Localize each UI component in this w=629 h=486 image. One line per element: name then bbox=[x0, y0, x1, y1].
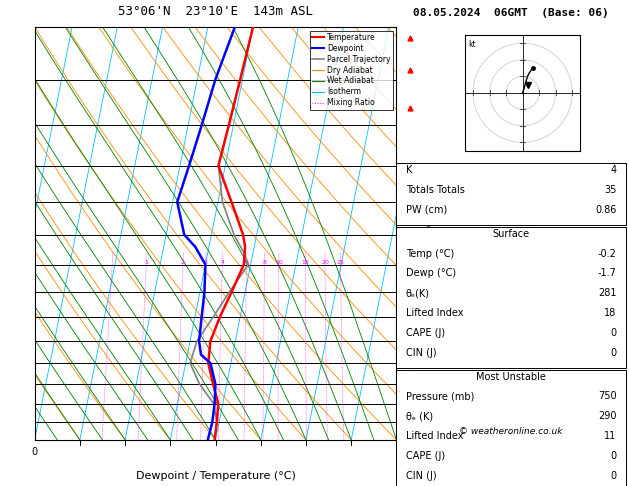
Text: 6: 6 bbox=[245, 260, 248, 264]
Text: 3: 3 bbox=[204, 260, 208, 264]
Text: CIN (J): CIN (J) bbox=[406, 471, 437, 481]
Text: Temp (°C): Temp (°C) bbox=[406, 248, 454, 259]
Bar bbox=[396, 370, 626, 486]
Text: Dewpoint / Temperature (°C): Dewpoint / Temperature (°C) bbox=[136, 471, 296, 481]
Text: Pressure (mb): Pressure (mb) bbox=[406, 392, 474, 401]
Text: -0.2: -0.2 bbox=[598, 248, 616, 259]
Text: K: K bbox=[406, 165, 412, 175]
Text: 20: 20 bbox=[321, 260, 329, 264]
Legend: Temperature, Dewpoint, Parcel Trajectory, Dry Adiabat, Wet Adiabat, Isotherm, Mi: Temperature, Dewpoint, Parcel Trajectory… bbox=[310, 31, 392, 109]
Text: CIN (J): CIN (J) bbox=[406, 347, 437, 358]
Text: PW (cm): PW (cm) bbox=[406, 205, 447, 215]
Text: 53°06'N  23°10'E  143m ASL: 53°06'N 23°10'E 143m ASL bbox=[118, 5, 313, 18]
Text: 290: 290 bbox=[598, 411, 616, 421]
Text: Dewp (°C): Dewp (°C) bbox=[406, 268, 456, 278]
Text: CAPE (J): CAPE (J) bbox=[406, 451, 445, 461]
Text: 4: 4 bbox=[220, 260, 225, 264]
Text: 0: 0 bbox=[31, 447, 38, 457]
Text: Lifted Index: Lifted Index bbox=[406, 431, 463, 441]
Text: Lifted Index: Lifted Index bbox=[406, 308, 463, 318]
Text: 750: 750 bbox=[598, 392, 616, 401]
Text: Most Unstable: Most Unstable bbox=[476, 372, 546, 382]
Text: 35: 35 bbox=[604, 185, 616, 195]
Text: 08.05.2024  06GMT  (Base: 06): 08.05.2024 06GMT (Base: 06) bbox=[413, 8, 609, 18]
Text: 11: 11 bbox=[604, 431, 616, 441]
Text: -1.7: -1.7 bbox=[598, 268, 616, 278]
Text: 15: 15 bbox=[301, 260, 309, 264]
Text: Surface: Surface bbox=[493, 229, 530, 239]
Text: 0: 0 bbox=[611, 451, 616, 461]
Text: 8: 8 bbox=[263, 260, 267, 264]
Text: © weatheronline.co.uk: © weatheronline.co.uk bbox=[459, 427, 563, 436]
Text: θₑ (K): θₑ (K) bbox=[406, 411, 433, 421]
Text: 0: 0 bbox=[611, 471, 616, 481]
Text: 18: 18 bbox=[604, 308, 616, 318]
Text: 0: 0 bbox=[611, 347, 616, 358]
Text: Mixing Ratio (g/kg): Mixing Ratio (g/kg) bbox=[425, 193, 433, 273]
Text: 2: 2 bbox=[181, 260, 185, 264]
Bar bbox=[396, 227, 626, 368]
Text: 4: 4 bbox=[611, 165, 616, 175]
Text: 0: 0 bbox=[611, 328, 616, 338]
Text: 25: 25 bbox=[337, 260, 345, 264]
Bar bbox=[396, 163, 626, 225]
Text: θₑ(K): θₑ(K) bbox=[406, 288, 430, 298]
Text: 1: 1 bbox=[145, 260, 148, 264]
Text: Totals Totals: Totals Totals bbox=[406, 185, 464, 195]
Text: 10: 10 bbox=[275, 260, 282, 264]
Text: 0.86: 0.86 bbox=[595, 205, 616, 215]
Text: 281: 281 bbox=[598, 288, 616, 298]
Text: CAPE (J): CAPE (J) bbox=[406, 328, 445, 338]
